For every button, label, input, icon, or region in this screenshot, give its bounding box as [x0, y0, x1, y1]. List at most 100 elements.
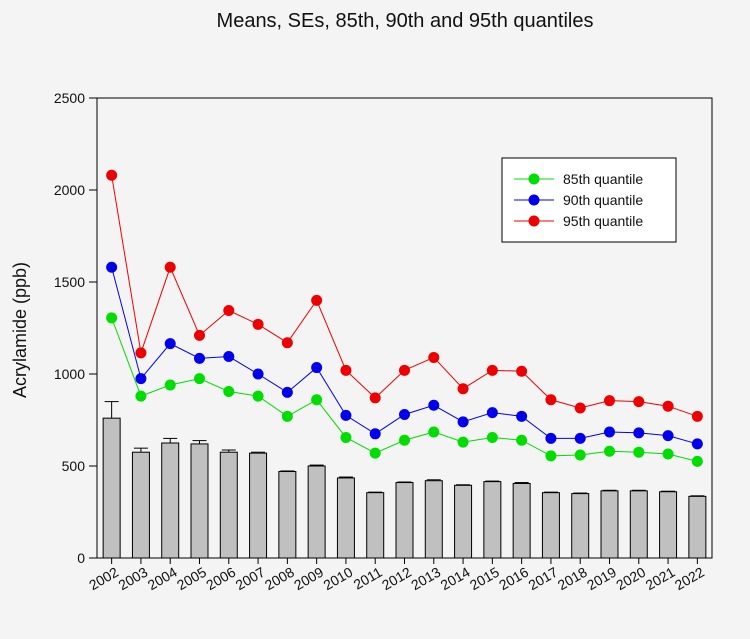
series-point-1 — [691, 455, 703, 467]
mean-bar — [102, 417, 121, 559]
legend-marker — [528, 173, 540, 185]
y-tick-label: 2500 — [54, 90, 85, 106]
y-tick-label: 1000 — [54, 366, 85, 382]
series-point-3 — [252, 318, 264, 330]
series-point-2 — [164, 338, 176, 350]
series-point-3 — [194, 329, 205, 341]
series-point-1 — [135, 390, 147, 402]
chart-title: Means, SEs, 85th, 90th and 95th quantile… — [217, 10, 594, 32]
y-tick-label: 500 — [62, 458, 86, 474]
mean-bar — [483, 481, 502, 559]
series-point-1 — [106, 312, 118, 324]
y-axis-title: Acrylamide (ppb) — [10, 262, 30, 398]
mean-bar — [161, 442, 180, 559]
series-point-2 — [281, 386, 293, 398]
series-point-2 — [457, 416, 469, 428]
series-point-3 — [340, 364, 352, 376]
series-point-3 — [164, 261, 176, 273]
series-point-2 — [369, 428, 381, 440]
series-point-1 — [604, 445, 615, 457]
series-point-3 — [399, 364, 410, 376]
series-point-2 — [135, 373, 147, 385]
series-point-2 — [223, 351, 235, 363]
series-point-3 — [486, 364, 498, 376]
series-point-3 — [633, 396, 645, 408]
series-point-2 — [428, 399, 440, 411]
plot-area: 0500100015002000250020022003200420052006… — [54, 90, 713, 593]
mean-bar — [600, 490, 619, 559]
series-point-1 — [457, 436, 469, 448]
mean-bar — [424, 480, 443, 559]
series-point-3 — [311, 294, 323, 306]
series-point-1 — [428, 426, 440, 438]
series-point-1 — [164, 379, 176, 391]
series-point-2 — [574, 432, 586, 444]
series-point-2 — [106, 261, 118, 273]
series-point-3 — [369, 392, 381, 404]
series-point-1 — [574, 449, 586, 461]
series-point-3 — [223, 305, 235, 317]
legend-marker — [528, 215, 540, 227]
y-tick-label: 0 — [77, 550, 85, 566]
mean-bar — [659, 491, 678, 559]
series-point-1 — [281, 410, 293, 422]
mean-bar — [629, 490, 648, 559]
series-point-2 — [486, 407, 498, 419]
series-point-2 — [516, 410, 528, 422]
legend-label: 95th quantile — [563, 213, 643, 229]
series-point-3 — [106, 169, 118, 181]
series-point-2 — [604, 426, 615, 438]
series-point-2 — [194, 352, 205, 364]
series-point-1 — [633, 446, 645, 458]
mean-bar — [190, 443, 209, 559]
series-point-3 — [662, 400, 674, 412]
mean-bar — [131, 451, 150, 559]
series-point-1 — [223, 385, 235, 397]
series-point-2 — [633, 427, 645, 439]
legend-marker — [528, 194, 540, 206]
mean-bar — [512, 482, 531, 559]
series-point-1 — [194, 373, 205, 385]
series-point-2 — [311, 362, 323, 374]
series-point-3 — [135, 347, 147, 359]
series-point-2 — [399, 408, 410, 420]
mean-bar — [249, 452, 268, 559]
series-point-3 — [281, 337, 293, 349]
series-point-2 — [252, 368, 264, 380]
mean-bar — [278, 471, 297, 559]
series-point-1 — [486, 431, 498, 443]
series-point-1 — [545, 450, 557, 462]
mean-bar — [366, 492, 385, 559]
series-point-1 — [369, 447, 381, 459]
mean-bar — [541, 492, 560, 559]
mean-bar — [454, 484, 473, 559]
series-point-1 — [252, 390, 264, 402]
series-point-1 — [399, 434, 410, 446]
series-point-3 — [457, 383, 469, 395]
mean-bar — [395, 482, 414, 559]
legend-label: 85th quantile — [563, 171, 643, 187]
legend-label: 90th quantile — [563, 192, 643, 208]
mean-bar — [219, 451, 238, 559]
series-point-3 — [545, 394, 557, 406]
series-point-3 — [691, 410, 703, 422]
series-point-2 — [691, 438, 703, 450]
mean-bar — [336, 477, 355, 559]
y-tick-label: 2000 — [54, 182, 85, 198]
series-point-3 — [428, 351, 440, 363]
series-point-3 — [516, 365, 528, 377]
series-point-2 — [662, 430, 674, 442]
mean-bar — [571, 493, 590, 559]
series-point-3 — [574, 402, 586, 414]
series-point-1 — [516, 434, 528, 446]
mean-bar — [307, 465, 326, 559]
mean-bar — [688, 495, 707, 559]
series-point-3 — [604, 395, 615, 407]
series-point-1 — [662, 448, 674, 460]
series-point-1 — [340, 431, 352, 443]
y-tick-label: 1500 — [54, 274, 85, 290]
series-point-2 — [340, 409, 352, 421]
series-point-1 — [311, 394, 323, 406]
